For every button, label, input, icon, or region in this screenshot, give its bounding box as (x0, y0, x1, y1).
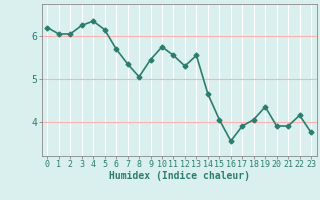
X-axis label: Humidex (Indice chaleur): Humidex (Indice chaleur) (109, 171, 250, 181)
